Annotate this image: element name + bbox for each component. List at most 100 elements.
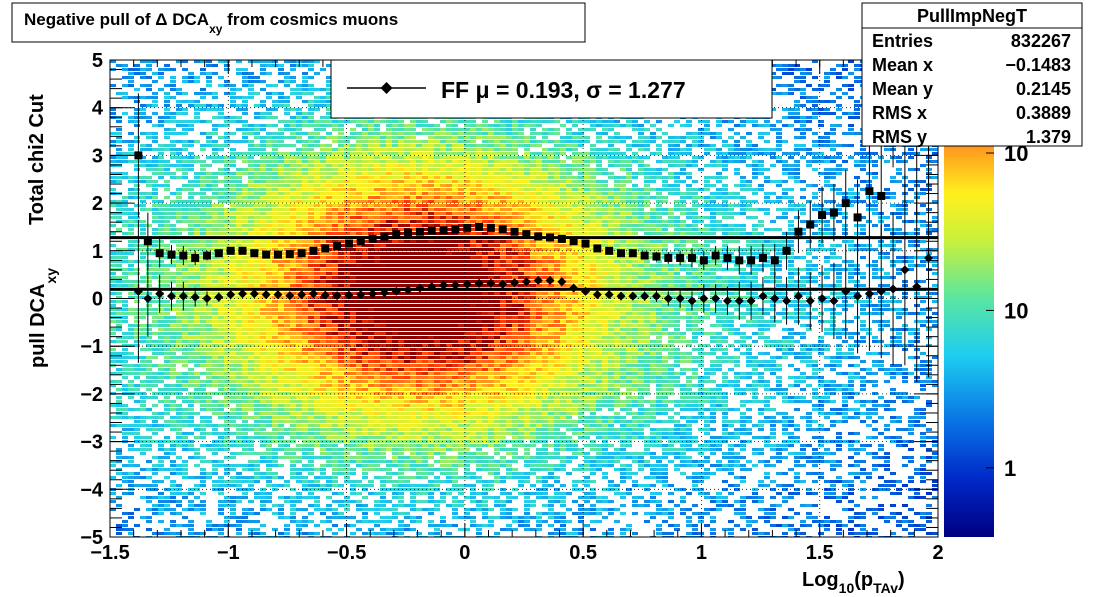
- heatmap-cell: [308, 92, 314, 95]
- heatmap-cell: [212, 244, 218, 247]
- heatmap-cell: [350, 136, 356, 139]
- heatmap-cell: [854, 152, 860, 155]
- heatmap-cell: [176, 208, 182, 211]
- heatmap-cell: [194, 120, 200, 123]
- heatmap-cell: [542, 152, 548, 155]
- heatmap-cell: [836, 212, 842, 215]
- heatmap-cell: [434, 260, 440, 263]
- heatmap-cell: [134, 120, 140, 123]
- heatmap-cell: [686, 216, 692, 219]
- heatmap-cell: [590, 160, 596, 163]
- heatmap-cell: [794, 172, 800, 175]
- heatmap-cell: [272, 104, 278, 107]
- heatmap-cell: [680, 208, 686, 211]
- heatmap-cell: [392, 212, 398, 215]
- heatmap-cell: [212, 216, 218, 219]
- heatmap-cell: [776, 160, 782, 163]
- heatmap-cell: [206, 212, 212, 215]
- heatmap-cell: [650, 212, 656, 215]
- heatmap-cell: [428, 256, 434, 259]
- heatmap-cell: [278, 212, 284, 215]
- heatmap-cell: [110, 200, 116, 203]
- heatmap-cell: [260, 196, 266, 199]
- heatmap-cell: [458, 260, 464, 263]
- heatmap-cell: [314, 244, 320, 247]
- heatmap-cell: [182, 260, 188, 263]
- heatmap-cell: [284, 200, 290, 203]
- heatmap-cell: [224, 172, 230, 175]
- heatmap-cell: [506, 188, 512, 191]
- heatmap-cell: [458, 228, 464, 231]
- heatmap-cell: [302, 132, 308, 135]
- heatmap-cell: [416, 248, 422, 251]
- heatmap-cell: [470, 144, 476, 147]
- heatmap-cell: [686, 124, 692, 127]
- heatmap-cell: [524, 120, 530, 123]
- heatmap-cell: [452, 152, 458, 155]
- heatmap-cell: [560, 244, 566, 247]
- heatmap-cell: [722, 120, 728, 123]
- heatmap-cell: [254, 188, 260, 191]
- heatmap-cell: [170, 204, 176, 207]
- heatmap-cell: [182, 228, 188, 231]
- heatmap-cell: [188, 228, 194, 231]
- heatmap-cell: [314, 216, 320, 219]
- heatmap-cell: [380, 140, 386, 143]
- heatmap-cell: [896, 240, 902, 243]
- heatmap-cell: [440, 172, 446, 175]
- heatmap-cell: [578, 232, 584, 235]
- heatmap-cell: [812, 112, 818, 115]
- heatmap-cell: [272, 260, 278, 263]
- heatmap-cell: [302, 76, 308, 79]
- heatmap-cell: [602, 252, 608, 255]
- heatmap-cell: [428, 156, 434, 159]
- heatmap-cell: [164, 68, 170, 71]
- heatmap-cell: [284, 144, 290, 147]
- heatmap-cell: [638, 156, 644, 159]
- heatmap-cell: [434, 256, 440, 259]
- heatmap-cell: [860, 216, 866, 219]
- heatmap-cell: [740, 152, 746, 155]
- heatmap-cell: [254, 204, 260, 207]
- heatmap-cell: [446, 260, 452, 263]
- heatmap-cell: [266, 152, 272, 155]
- heatmap-cell: [788, 256, 794, 259]
- heatmap-cell: [578, 188, 584, 191]
- heatmap-cell: [356, 176, 362, 179]
- heatmap-cell: [782, 256, 788, 259]
- heatmap-cell: [314, 164, 320, 167]
- heatmap-cell: [698, 220, 704, 223]
- heatmap-cell: [536, 212, 542, 215]
- heatmap-cell: [692, 232, 698, 235]
- heatmap-cell: [524, 176, 530, 179]
- heatmap-cell: [752, 232, 758, 235]
- heatmap-cell: [416, 168, 422, 171]
- heatmap-cell: [596, 204, 602, 207]
- heatmap-cell: [146, 116, 152, 119]
- heatmap-cell: [320, 228, 326, 231]
- heatmap-cell: [440, 192, 446, 195]
- heatmap-cell: [116, 200, 122, 203]
- heatmap-cell: [350, 200, 356, 203]
- heatmap-cell: [476, 192, 482, 195]
- heatmap-cell: [524, 196, 530, 199]
- heatmap-cell: [602, 180, 608, 183]
- heatmap-cell: [146, 164, 152, 167]
- heatmap-cell: [572, 152, 578, 155]
- heatmap-cell: [218, 124, 224, 127]
- heatmap-cell: [440, 220, 446, 223]
- heatmap-cell: [428, 216, 434, 219]
- heatmap-cell: [206, 208, 212, 211]
- heatmap-cell: [158, 148, 164, 151]
- heatmap-cell: [284, 160, 290, 163]
- heatmap-cell: [692, 132, 698, 135]
- heatmap-cell: [326, 204, 332, 207]
- heatmap-cell: [860, 152, 866, 155]
- heatmap-cell: [506, 256, 512, 259]
- heatmap-cell: [566, 192, 572, 195]
- heatmap-cell: [500, 200, 506, 203]
- heatmap-cell: [380, 228, 386, 231]
- heatmap-cell: [770, 152, 776, 155]
- heatmap-cell: [572, 164, 578, 167]
- heatmap-cell: [566, 256, 572, 259]
